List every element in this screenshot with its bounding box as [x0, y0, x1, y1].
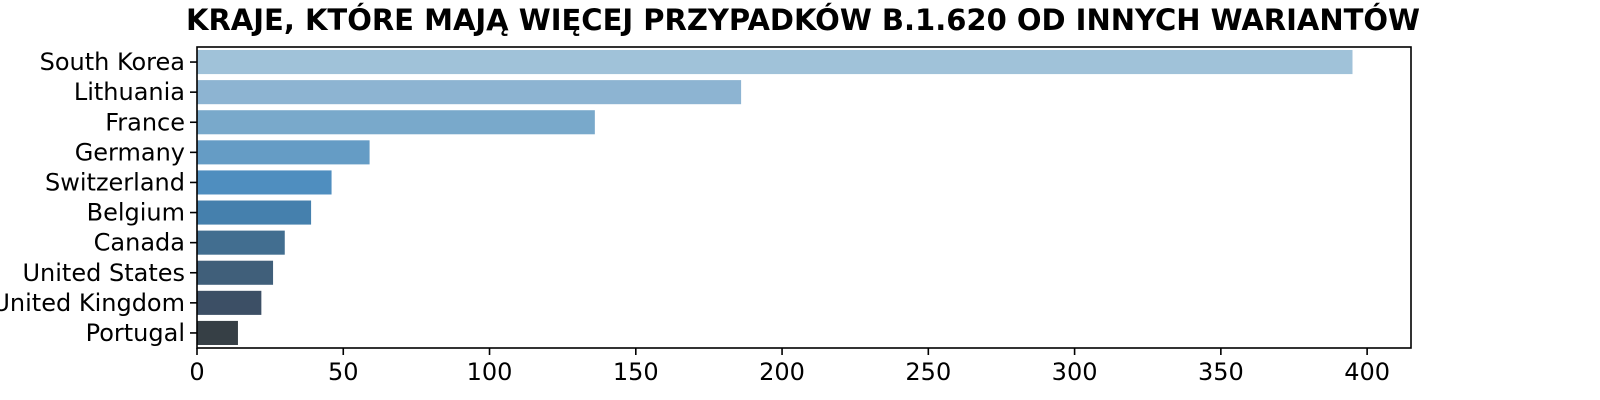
y-tick-label: United Kingdom [0, 289, 185, 317]
y-tick-label: Switzerland [45, 168, 185, 196]
x-tick-label: 300 [1052, 358, 1098, 386]
y-tick-label: South Korea [40, 48, 185, 76]
x-tick-label: 100 [467, 358, 513, 386]
bars-group [197, 50, 1353, 345]
y-tick-label: Lithuania [74, 78, 185, 106]
y-tick-label: Germany [75, 138, 185, 166]
bar-switzerland [197, 170, 332, 195]
y-tick-label: France [105, 108, 185, 136]
chart-title: KRAJE, KTÓRE MAJĄ WIĘCEJ PRZYPADKÓW B.1.… [186, 3, 1420, 37]
x-axis: 0 50 100 150 200 250 300 350 400 [189, 348, 1390, 386]
x-tick-label: 400 [1344, 358, 1390, 386]
x-tick-label: 0 [189, 358, 204, 386]
y-tick-label: Belgium [87, 199, 185, 227]
bar-united-states [197, 260, 274, 285]
bar-lithuania [197, 80, 742, 105]
plot-frame [196, 46, 1412, 349]
y-tick-label: Portugal [86, 319, 185, 347]
x-tick-label: 250 [905, 358, 951, 386]
bar-france [197, 110, 595, 135]
plot-area: South KoreaLithuaniaFranceGermanySwitzer… [0, 46, 1412, 386]
bar-portugal [197, 320, 238, 345]
bar-canada [197, 230, 285, 255]
bar-united-kingdom [197, 290, 262, 315]
bar-belgium [197, 200, 312, 225]
x-tick-label: 350 [1198, 358, 1244, 386]
x-tick-label: 150 [613, 358, 659, 386]
y-tick-label: United States [22, 259, 185, 287]
bar-south-korea [197, 50, 1353, 75]
x-tick-label: 50 [328, 358, 359, 386]
y-axis: South KoreaLithuaniaFranceGermanySwitzer… [0, 48, 197, 347]
x-tick-label: 200 [759, 358, 805, 386]
y-tick-label: Canada [94, 229, 185, 257]
bar-germany [197, 140, 370, 165]
